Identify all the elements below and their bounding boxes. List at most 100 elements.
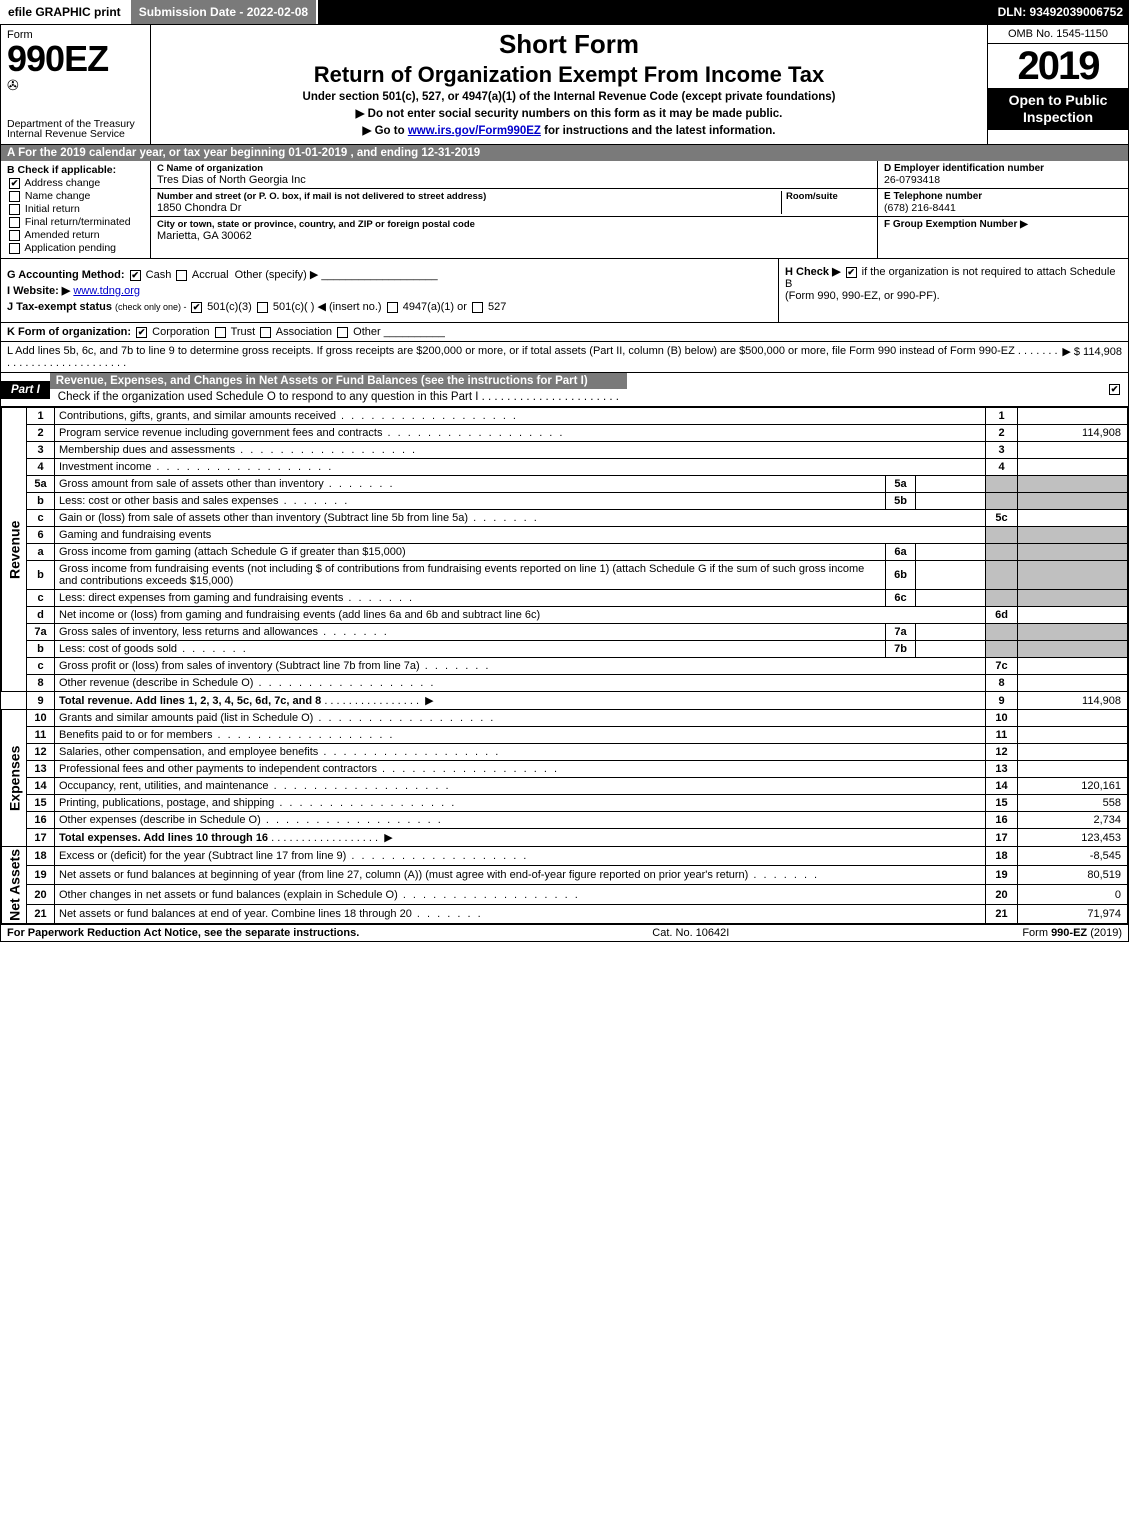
val-8 [1018,675,1128,692]
table-row: 5a Gross amount from sale of assets othe… [2,476,1128,493]
table-row: c Less: direct expenses from gaming and … [2,590,1128,607]
row-k: K Form of organization: Corporation Trus… [1,323,1128,342]
checkbox-icon [9,191,20,202]
val-20: 0 [1018,885,1128,904]
chk-accrual[interactable] [176,270,187,281]
netassets-section-label: Net Assets [2,847,27,924]
irs-label: Internal Revenue Service [7,128,144,140]
top-bar-spacer [318,0,989,24]
chk-address-change[interactable]: Address change [7,177,144,189]
form-header: Form 990EZ ✇ Department of the Treasury … [1,25,1128,145]
val-11 [1018,727,1128,744]
table-row: c Gain or (loss) from sale of assets oth… [2,510,1128,527]
chk-h[interactable] [846,267,857,278]
row-a-tax-year: A For the 2019 calendar year, or tax yea… [1,145,1128,161]
table-row: Expenses 10 Grants and similar amounts p… [2,710,1128,727]
table-row: Net Assets 18 Excess or (deficit) for th… [2,847,1128,866]
chk-527[interactable] [472,302,483,313]
chk-association[interactable] [260,327,271,338]
part-i-title-wrap: Revenue, Expenses, and Changes in Net As… [50,373,627,406]
table-row: 7a Gross sales of inventory, less return… [2,624,1128,641]
footer-center: Cat. No. 10642I [652,927,729,939]
form-outer: Form 990EZ ✇ Department of the Treasury … [0,24,1129,942]
short-form-title: Short Form [157,29,981,60]
chk-501c3[interactable] [191,302,202,313]
table-row: a Gross income from gaming (attach Sched… [2,544,1128,561]
table-row: 6 Gaming and fundraising events [2,527,1128,544]
val-16: 2,734 [1018,812,1128,829]
part-i-header: Part I Revenue, Expenses, and Changes in… [1,373,1128,407]
efile-print-label[interactable]: efile GRAPHIC print [0,0,131,24]
val-15: 558 [1018,795,1128,812]
part-i-check[interactable] [1107,384,1128,396]
val-4 [1018,459,1128,476]
header-sub2: Do not enter social security numbers on … [157,106,981,120]
header-sub3: Go to www.irs.gov/Form990EZ for instruct… [157,123,981,137]
chk-application-pending[interactable]: Application pending [7,242,144,254]
chk-4947[interactable] [387,302,398,313]
chk-name-change[interactable]: Name change [7,190,144,202]
val-19: 80,519 [1018,866,1128,885]
chk-amended-return[interactable]: Amended return [7,229,144,241]
section-c: C Name of organization Tres Dias of Nort… [151,161,878,258]
section-h: H Check ▶ if the organization is not req… [778,259,1128,322]
open-to-public-badge: Open to Public Inspection [988,88,1128,130]
table-row: 4 Investment income 4 [2,459,1128,476]
f-label: F Group Exemption Number ▶ [884,219,1122,230]
part-i-tag: Part I [1,381,50,399]
line-j: J Tax-exempt status (check only one) - 5… [7,300,772,313]
table-row: 19 Net assets or fund balances at beginn… [2,866,1128,885]
chk-501c[interactable] [257,302,268,313]
checkbox-icon [1109,384,1120,395]
chk-corporation[interactable] [136,327,147,338]
irs-seal-icon: ✇ [7,77,144,94]
c-name-label: C Name of organization [157,163,871,174]
form-number: 990EZ [7,41,144,77]
val-12 [1018,744,1128,761]
form-instructions-link[interactable]: www.irs.gov/Form990EZ [408,125,541,137]
table-row: 2 Program service revenue including gove… [2,425,1128,442]
l-amount: ▶ $ 114,908 [1062,345,1122,369]
header-sub1: Under section 501(c), 527, or 4947(a)(1)… [157,91,981,103]
val-1 [1018,408,1128,425]
b-title: B Check if applicable: [7,164,144,176]
ein-value: 26-0793418 [884,174,1122,186]
chk-initial-return[interactable]: Initial return [7,203,144,215]
footer-right: Form 990-EZ (2019) [1022,927,1122,939]
val-18: -8,545 [1018,847,1128,866]
val-7c [1018,658,1128,675]
table-row: 17 Total expenses. Add lines 10 through … [2,829,1128,847]
table-row: 8 Other revenue (describe in Schedule O)… [2,675,1128,692]
row-gh: G Accounting Method: Cash Accrual Other … [1,259,1128,323]
part-i-table: Revenue 1 Contributions, gifts, grants, … [1,407,1128,924]
val-14: 120,161 [1018,778,1128,795]
table-row: 9 Total revenue. Add lines 1, 2, 3, 4, 5… [2,692,1128,710]
chk-cash[interactable] [130,270,141,281]
main-title: Return of Organization Exempt From Incom… [157,62,981,88]
org-street: 1850 Chondra Dr [157,202,781,214]
part-i-title: Revenue, Expenses, and Changes in Net As… [50,373,627,389]
c-street-label: Number and street (or P. O. box, if mail… [157,191,781,202]
telephone-value: (678) 216-8441 [884,202,1122,214]
section-gij: G Accounting Method: Cash Accrual Other … [1,259,778,322]
table-row: 20 Other changes in net assets or fund b… [2,885,1128,904]
chk-final-return[interactable]: Final return/terminated [7,216,144,228]
val-2: 114,908 [1018,425,1128,442]
val-9: 114,908 [1018,692,1128,710]
val-10 [1018,710,1128,727]
website-link[interactable]: www.tdng.org [73,285,140,297]
checkbox-icon [9,204,20,215]
table-row: 13 Professional fees and other payments … [2,761,1128,778]
table-row: c Gross profit or (loss) from sales of i… [2,658,1128,675]
block-bcdef: B Check if applicable: Address change Na… [1,161,1128,259]
omb-number: OMB No. 1545-1150 [988,25,1128,44]
chk-trust[interactable] [215,327,226,338]
chk-other-org[interactable] [337,327,348,338]
c-city-label: City or town, state or province, country… [157,219,871,230]
sub3-suffix: for instructions and the latest informat… [541,125,776,137]
page-footer: For Paperwork Reduction Act Notice, see … [1,924,1128,941]
sub3-prefix: Go to [375,125,408,137]
dln-label: DLN: 93492039006752 [990,0,1129,24]
checkbox-icon [9,217,20,228]
table-row: 11 Benefits paid to or for members 11 [2,727,1128,744]
